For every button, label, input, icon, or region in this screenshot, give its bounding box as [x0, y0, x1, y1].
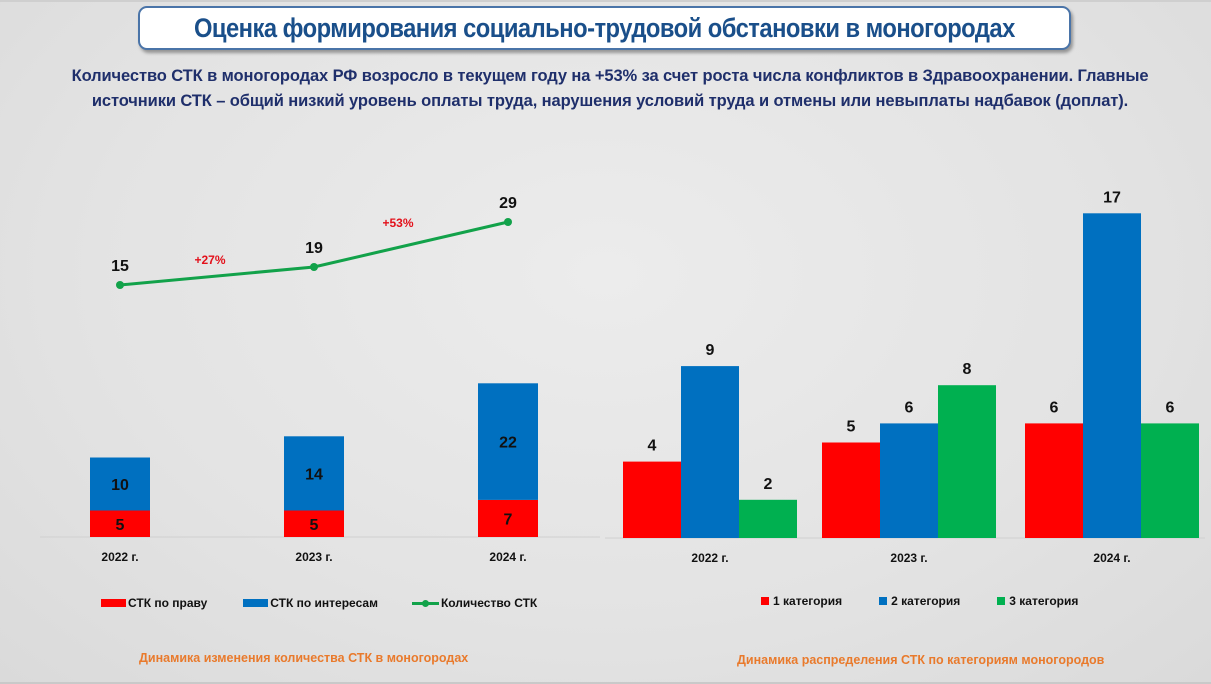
bar-segment-rights — [90, 510, 150, 537]
total-line-point — [116, 281, 124, 289]
x-tick-label: 2023 г. — [890, 551, 927, 565]
legend-item-cat1: 1 категория — [761, 594, 842, 608]
legend-line-marker-icon — [411, 599, 439, 607]
data-label-category-2: 17 — [1103, 189, 1121, 206]
bar-3-category — [938, 385, 996, 538]
legend-item-total: Количество СТК — [411, 596, 538, 610]
bar-segment-rights — [478, 499, 538, 537]
bar-segment-interests — [90, 457, 150, 511]
total-line-point — [504, 218, 512, 226]
left-chart-bars — [90, 383, 538, 537]
right-chart-bars — [623, 213, 1199, 539]
data-label-category-2: 6 — [905, 399, 914, 416]
data-label-interests: 22 — [499, 435, 517, 452]
bar-segment-interests — [478, 383, 538, 500]
left-chart-title: Динамика изменения количества СТК в моно… — [139, 651, 469, 665]
x-tick-label: 2022 г. — [691, 551, 728, 565]
legend-item-cat2: 2 категория — [879, 594, 960, 608]
legend-label: Количество СТК — [440, 596, 538, 610]
summary-line-2: источники СТК – общий низкий уровень опл… — [91, 92, 1129, 110]
data-label-interests: 14 — [305, 466, 323, 483]
x-tick-label: 2024 г. — [489, 550, 526, 564]
summary-text: Количество СТК в моногородах РФ возросло… — [40, 64, 1180, 114]
x-tick-label: 2022 г. — [101, 550, 138, 564]
legend-item-rights: СТК по праву — [101, 596, 207, 610]
data-label-category-3: 8 — [963, 361, 972, 378]
top-border — [0, 0, 1211, 2]
right-chart-legend: 1 категория 2 категория 3 категория — [761, 594, 1078, 608]
bar-1-category — [623, 461, 681, 538]
bottom-border — [0, 682, 1211, 684]
legend-swatch-red — [101, 599, 126, 607]
left-chart-legend: СТК по праву СТК по интересам Количество… — [101, 596, 537, 610]
data-label-total: 15 — [111, 258, 129, 275]
legend-label: СТК по интересам — [270, 596, 378, 610]
legend-label: 3 категория — [1009, 594, 1079, 608]
total-line-point — [310, 263, 318, 271]
data-label-category-1: 4 — [648, 438, 657, 455]
right-chart-title: Динамика распределения СТК по категориям… — [737, 653, 1105, 667]
bar-2-category — [880, 423, 938, 538]
title-banner: Оценка формирования социально-трудовой о… — [138, 6, 1071, 50]
legend-label: 1 категория — [773, 594, 843, 608]
bar-1-category — [1025, 423, 1083, 538]
x-tick-label: 2024 г. — [1093, 551, 1130, 565]
legend-label: 2 категория — [891, 594, 961, 608]
legend-item-cat3: 3 категория — [997, 594, 1078, 608]
data-label-category-3: 6 — [1166, 399, 1175, 416]
data-label-category-2: 9 — [706, 342, 715, 359]
right-chart-labels: 4 9 2 2022 г. 5 6 8 2023 г. 6 17 6 2024 г. — [648, 189, 1175, 565]
data-label-rights: 5 — [116, 517, 125, 534]
data-label-interests: 10 — [111, 477, 129, 494]
legend-label: СТК по праву — [128, 596, 208, 610]
data-label-category-3: 2 — [764, 476, 773, 493]
data-label-category-1: 5 — [847, 419, 856, 436]
left-chart-line — [116, 218, 512, 289]
bar-3-category — [1141, 423, 1199, 538]
growth-annotation: +53% — [382, 216, 413, 230]
summary-line-1: Количество СТК в моногородах РФ возросло… — [71, 67, 1149, 85]
data-label-rights: 7 — [504, 511, 513, 528]
legend-swatch-blue — [879, 597, 888, 605]
legend-swatch-blue — [243, 599, 269, 607]
legend-item-interests: СТК по интересам — [243, 596, 378, 610]
bar-1-category — [822, 442, 880, 538]
bar-segment-interests — [284, 436, 344, 511]
data-label-category-1: 6 — [1050, 399, 1059, 416]
x-tick-label: 2023 г. — [295, 550, 332, 564]
bar-2-category — [1083, 213, 1141, 539]
legend-swatch-red — [761, 597, 769, 605]
data-label-total: 19 — [305, 240, 323, 257]
data-label-total: 29 — [499, 195, 517, 212]
data-label-rights: 5 — [310, 517, 319, 534]
legend-swatch-green — [997, 597, 1006, 605]
page-title: Оценка формирования социально-трудовой о… — [194, 12, 1015, 43]
growth-annotation: +27% — [194, 253, 225, 267]
bar-segment-rights — [284, 510, 344, 537]
left-chart-labels: 5 10 2022 г. 5 14 2023 г. 7 22 2024 г. 15 19 29 +27%… — [101, 195, 526, 564]
bar-2-category — [681, 366, 739, 538]
bar-3-category — [739, 499, 797, 538]
